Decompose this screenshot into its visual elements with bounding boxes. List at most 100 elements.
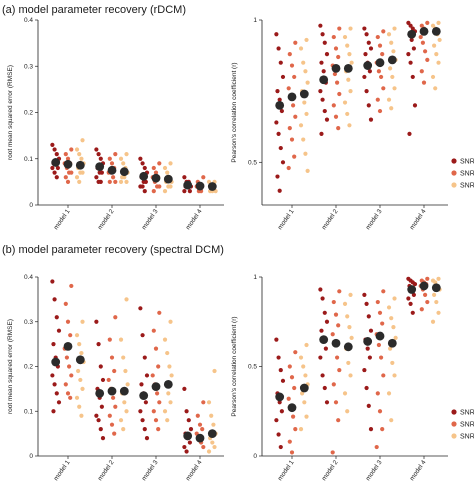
data-point — [419, 69, 424, 74]
data-point — [165, 350, 170, 356]
data-point — [374, 444, 379, 450]
data-point — [287, 126, 292, 131]
data-point — [118, 179, 124, 184]
data-point — [121, 161, 126, 166]
data-point — [390, 74, 395, 80]
data-point — [140, 184, 145, 189]
data-point — [289, 450, 295, 455]
data-point — [113, 315, 118, 320]
data-point — [155, 391, 160, 396]
data-point — [153, 418, 159, 423]
data-point — [375, 97, 380, 102]
chart-panel-a-right: 0.5 1 Pearson's correlation coefficient (r… — [231, 17, 474, 231]
mean-marker — [407, 29, 417, 39]
y-tick-label: 0.5 — [248, 364, 257, 371]
mean-marker — [407, 285, 417, 294]
data-point — [63, 175, 68, 180]
data-point — [322, 310, 327, 315]
data-point — [168, 184, 173, 189]
data-point — [206, 449, 212, 454]
data-point — [112, 431, 117, 436]
data-point — [109, 355, 115, 360]
data-point — [320, 296, 325, 301]
data-point — [74, 175, 80, 180]
data-point — [348, 292, 353, 297]
data-point — [50, 279, 55, 284]
data-point — [109, 422, 115, 427]
mean-marker — [343, 342, 353, 352]
data-point — [388, 346, 393, 351]
data-point — [292, 74, 297, 80]
data-point — [277, 188, 282, 193]
data-point — [364, 32, 369, 37]
data-point — [411, 292, 416, 297]
data-point — [408, 301, 413, 306]
data-point — [54, 315, 59, 320]
data-point — [151, 165, 156, 171]
data-point — [305, 168, 310, 173]
panel-b-title: (b) model parameter recovery (spectral D… — [2, 244, 224, 256]
data-point — [77, 404, 82, 409]
x-tick-label: model 4 — [409, 208, 428, 231]
data-point — [389, 316, 394, 321]
data-point — [406, 296, 411, 301]
legend-swatch — [451, 409, 457, 415]
data-point — [280, 74, 286, 80]
data-point — [377, 409, 383, 414]
data-point — [324, 52, 330, 57]
data-point — [99, 404, 104, 409]
data-point — [333, 312, 339, 317]
data-point — [54, 152, 59, 157]
data-point — [408, 23, 413, 28]
data-point — [318, 355, 323, 360]
data-point — [331, 34, 336, 40]
data-point — [433, 86, 438, 91]
data-point — [335, 80, 340, 85]
x-tick-label: model 1 — [277, 208, 296, 231]
mean-marker — [75, 355, 85, 365]
y-tick-label: 0.3 — [24, 319, 33, 326]
data-point — [111, 395, 116, 400]
data-point — [362, 367, 367, 373]
data-point — [156, 427, 161, 432]
data-point — [406, 52, 411, 57]
data-point — [124, 409, 129, 414]
data-point — [436, 276, 441, 281]
data-point — [410, 26, 415, 31]
data-point — [50, 142, 55, 147]
data-point — [142, 427, 147, 432]
mean-marker — [151, 382, 161, 392]
legend-label: SNR = 3 — [460, 183, 474, 190]
data-point — [98, 427, 103, 432]
data-point — [386, 97, 392, 102]
y-tick-label: 0.2 — [24, 110, 33, 117]
panel-a-title: (a) model parameter recovery (rDCM) — [2, 4, 186, 16]
data-point — [322, 108, 327, 114]
data-point — [138, 409, 143, 414]
data-point — [418, 34, 423, 40]
x-tick-label: model 4 — [185, 208, 204, 231]
data-point — [100, 377, 106, 383]
data-point — [80, 319, 85, 324]
data-point — [209, 413, 214, 418]
chart-panel-a-left: 0 0.1 0.2 0.3 0.4 root mean squared error (RM… — [7, 17, 224, 231]
data-point — [279, 409, 284, 414]
x-tick-label: model 3 — [365, 459, 384, 482]
data-point — [122, 400, 127, 405]
data-point — [140, 161, 145, 166]
data-point — [368, 46, 374, 51]
mean-marker — [63, 159, 73, 169]
data-point — [381, 289, 386, 294]
data-point — [151, 328, 156, 333]
data-point — [390, 360, 395, 366]
data-point — [324, 117, 330, 122]
data-point — [430, 319, 436, 324]
mean-marker — [139, 391, 149, 400]
data-point — [342, 100, 348, 105]
data-point — [380, 321, 385, 326]
data-point — [65, 179, 71, 184]
data-point — [305, 80, 310, 85]
data-point — [118, 156, 124, 161]
data-point — [68, 395, 73, 400]
data-point — [407, 131, 412, 136]
